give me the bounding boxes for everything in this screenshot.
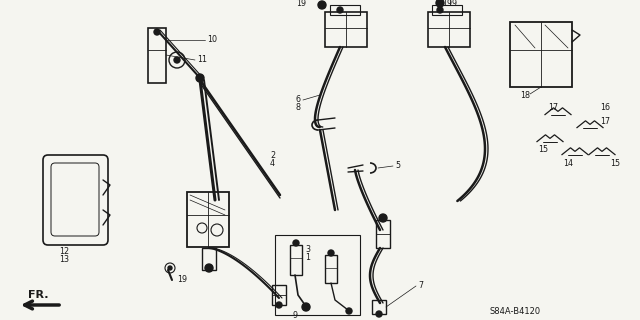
Text: 8: 8 — [295, 103, 300, 113]
Bar — [372, 300, 386, 314]
Bar — [290, 245, 302, 275]
Circle shape — [337, 7, 343, 13]
Bar — [325, 255, 337, 283]
Text: 3: 3 — [305, 245, 310, 254]
Text: 15: 15 — [538, 146, 548, 155]
Text: 1: 1 — [305, 253, 310, 262]
Bar — [330, 5, 360, 15]
Bar — [376, 220, 390, 248]
Text: 16: 16 — [600, 103, 610, 113]
Circle shape — [318, 1, 326, 9]
Text: 17: 17 — [600, 117, 610, 126]
Text: FR.: FR. — [28, 290, 49, 300]
Text: 14: 14 — [563, 158, 573, 167]
Text: S84A-B4120: S84A-B4120 — [490, 308, 541, 316]
Circle shape — [437, 7, 443, 13]
Circle shape — [276, 302, 282, 308]
Text: 7: 7 — [418, 281, 423, 290]
Text: 5: 5 — [395, 161, 400, 170]
Text: 9: 9 — [292, 310, 298, 319]
Text: 13: 13 — [59, 255, 69, 265]
Text: 17: 17 — [548, 103, 558, 113]
Bar — [148, 28, 166, 83]
Text: 15: 15 — [610, 158, 620, 167]
Text: 10: 10 — [207, 36, 217, 44]
Circle shape — [376, 311, 382, 317]
Circle shape — [379, 214, 387, 222]
Bar — [187, 192, 229, 247]
Text: 12: 12 — [59, 247, 69, 257]
Circle shape — [436, 0, 444, 7]
Text: 11: 11 — [197, 55, 207, 65]
Bar — [202, 248, 216, 270]
Circle shape — [168, 266, 172, 270]
Circle shape — [205, 264, 213, 272]
Circle shape — [293, 240, 299, 246]
Text: 19: 19 — [442, 0, 452, 7]
Text: 19: 19 — [296, 0, 306, 9]
Bar — [432, 5, 462, 15]
Bar — [272, 285, 286, 305]
Text: 19: 19 — [447, 0, 457, 7]
Text: 19: 19 — [177, 276, 187, 284]
Circle shape — [174, 57, 180, 63]
Circle shape — [328, 250, 334, 256]
Circle shape — [346, 308, 352, 314]
Text: 6: 6 — [295, 95, 300, 105]
Circle shape — [196, 74, 204, 82]
Bar — [325, 12, 367, 47]
Text: 4: 4 — [270, 158, 275, 167]
Bar — [510, 22, 572, 87]
Bar — [275, 235, 360, 315]
Circle shape — [154, 29, 160, 35]
Text: 2: 2 — [270, 150, 275, 159]
Bar — [428, 12, 470, 47]
Text: 18: 18 — [520, 91, 530, 100]
Circle shape — [302, 303, 310, 311]
